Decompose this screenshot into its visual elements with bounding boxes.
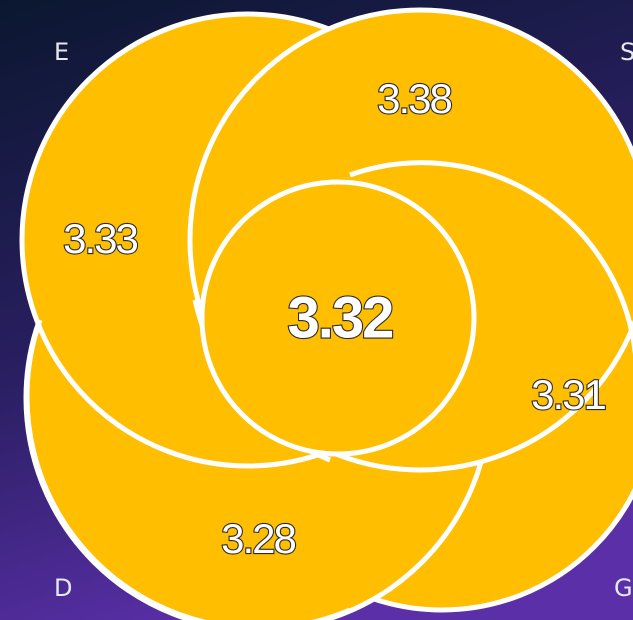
value-s: 3.38 <box>377 75 451 122</box>
corner-label-d: D <box>54 574 72 602</box>
value-d: 3.28 <box>221 515 295 562</box>
value-e: 3.33 <box>63 215 137 262</box>
petal-d-outline-arc <box>24 319 351 620</box>
corner-label-e: E <box>54 38 69 66</box>
value-g: 3.31 <box>531 371 605 418</box>
corner-label-s: S <box>620 38 633 66</box>
center-region <box>199 179 477 457</box>
petal-g-outline-arc <box>349 160 633 356</box>
value-center: 3.32 <box>288 285 393 350</box>
corner-label-g: G <box>614 574 633 602</box>
